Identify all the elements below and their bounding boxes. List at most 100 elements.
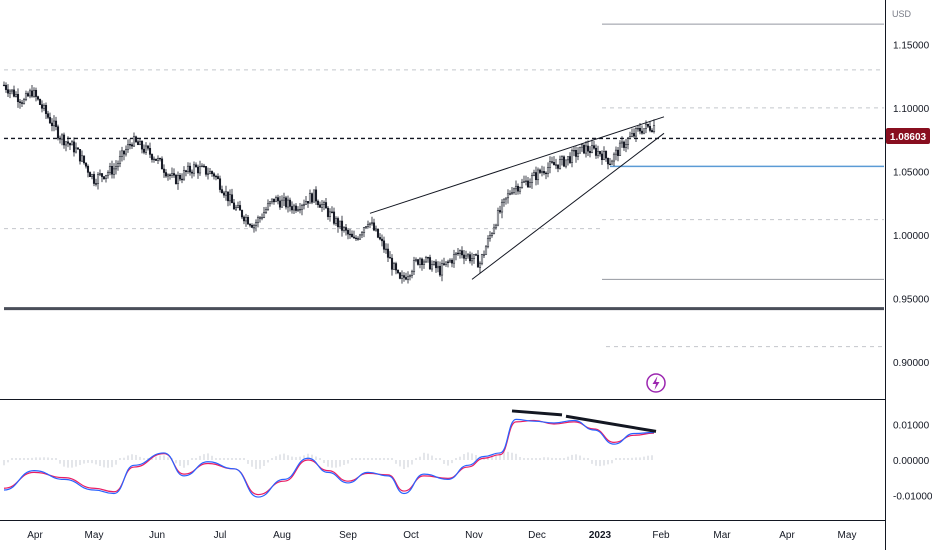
candle-body bbox=[82, 155, 86, 164]
candle-body bbox=[312, 189, 316, 203]
macd-tick-label: -0.01000 bbox=[893, 491, 932, 502]
candle-body bbox=[480, 254, 484, 264]
wedge-trendline bbox=[471, 132, 665, 280]
candle-body bbox=[118, 156, 122, 164]
macd-divergence-line bbox=[565, 414, 657, 433]
last-price-badge: 1.08603 bbox=[886, 128, 930, 144]
candle-body bbox=[422, 261, 426, 265]
candle-body bbox=[258, 217, 262, 219]
candle-body bbox=[360, 232, 364, 236]
candle-body bbox=[474, 254, 478, 256]
candle-body bbox=[8, 90, 12, 94]
candle-body bbox=[276, 197, 280, 202]
candle-body bbox=[492, 227, 496, 234]
candle-body bbox=[248, 223, 252, 226]
candle-body bbox=[374, 228, 378, 231]
macd-divergence-line bbox=[511, 409, 563, 417]
candle-body bbox=[510, 192, 514, 194]
candle-body bbox=[84, 162, 88, 167]
candle-body bbox=[296, 209, 300, 211]
candle-body bbox=[104, 174, 108, 179]
candle-body bbox=[384, 248, 388, 251]
candle-body bbox=[596, 151, 600, 156]
candle-body bbox=[504, 197, 508, 200]
candle-body bbox=[496, 210, 500, 226]
candle-body bbox=[368, 222, 372, 225]
candle-body bbox=[460, 250, 464, 256]
candle-body bbox=[36, 96, 40, 100]
candle-body bbox=[120, 150, 124, 157]
candle-body bbox=[420, 258, 424, 265]
time-tick-label: Jul bbox=[214, 530, 227, 541]
candle-body bbox=[212, 173, 216, 177]
candle-body bbox=[202, 165, 206, 168]
time-tick-label: Feb bbox=[652, 530, 670, 541]
candle-body bbox=[354, 237, 358, 240]
candle-body bbox=[450, 259, 454, 264]
macd-tick-label: 0.00000 bbox=[893, 456, 930, 467]
candle-body bbox=[294, 205, 298, 211]
macd-tick-label: 0.01000 bbox=[893, 421, 930, 432]
candle-body bbox=[210, 171, 214, 175]
candle-body bbox=[42, 105, 46, 109]
candle-body bbox=[236, 205, 240, 208]
candle-body bbox=[326, 207, 330, 217]
candle-body bbox=[560, 156, 564, 160]
candle-body bbox=[56, 126, 60, 139]
candle-body bbox=[588, 150, 592, 153]
candle-body bbox=[242, 216, 246, 222]
candle-body bbox=[488, 235, 492, 239]
time-tick-label: Mar bbox=[713, 530, 731, 541]
candle-body bbox=[150, 154, 154, 160]
candle-body bbox=[270, 198, 274, 203]
candle-body bbox=[114, 166, 118, 170]
candle-body bbox=[304, 201, 308, 205]
candle-body bbox=[626, 138, 630, 145]
candle-body bbox=[240, 209, 244, 218]
candle-body bbox=[194, 164, 198, 168]
candle-body bbox=[544, 172, 548, 175]
candle-body bbox=[472, 254, 476, 259]
candle-body bbox=[168, 174, 172, 176]
candle-body bbox=[412, 260, 416, 273]
candle-body bbox=[602, 151, 606, 160]
candle-body bbox=[170, 173, 174, 176]
candle-body bbox=[108, 166, 112, 173]
candle-body bbox=[500, 201, 504, 213]
candle-body bbox=[138, 140, 142, 146]
candle-body bbox=[462, 254, 466, 259]
candle-body bbox=[134, 136, 138, 142]
candle-body bbox=[332, 211, 336, 224]
candle-body bbox=[508, 193, 512, 195]
candle-body bbox=[522, 181, 526, 183]
candle-body bbox=[430, 264, 434, 270]
candle-body bbox=[542, 171, 546, 174]
macd-series-line bbox=[3, 419, 655, 496]
candle-body bbox=[506, 193, 510, 199]
candle-body bbox=[538, 169, 542, 173]
candle-body bbox=[40, 104, 44, 109]
lightning-event-icon[interactable] bbox=[646, 373, 666, 393]
candle-body bbox=[606, 157, 610, 165]
candle-body bbox=[372, 222, 376, 231]
time-tick-label: Dec bbox=[528, 530, 546, 541]
candle-body bbox=[624, 144, 628, 148]
candle-body bbox=[466, 254, 470, 257]
candle-body bbox=[4, 84, 8, 90]
candle-body bbox=[186, 165, 190, 172]
candle-body bbox=[464, 255, 468, 259]
candle-body bbox=[204, 166, 208, 175]
candle-body bbox=[12, 89, 16, 97]
candle-body bbox=[394, 263, 398, 271]
candle-body bbox=[640, 130, 644, 134]
candle-body bbox=[456, 252, 460, 255]
candle-body bbox=[176, 174, 180, 185]
macd-series-line bbox=[3, 418, 655, 498]
candle-body bbox=[370, 222, 374, 224]
candle-body bbox=[550, 161, 554, 163]
candle-body bbox=[222, 192, 226, 196]
candle-body bbox=[238, 205, 242, 211]
candle-body bbox=[72, 141, 76, 153]
candle-body bbox=[286, 199, 290, 208]
candle-body bbox=[178, 174, 182, 180]
